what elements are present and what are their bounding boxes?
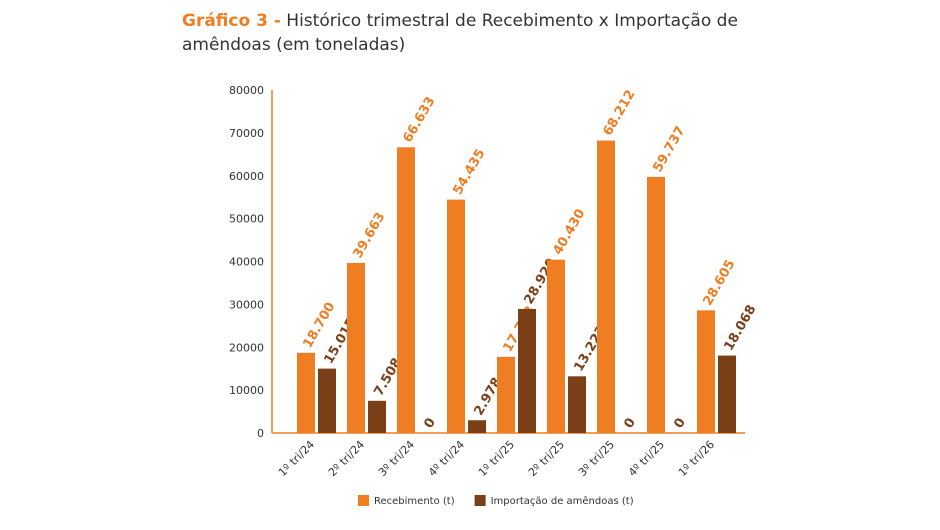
bar-importacao [568,376,586,433]
x-tick-label: 4º tri/24 [426,438,467,479]
data-label: 68.212 [600,88,638,139]
title-prefix: Gráfico 3 - [182,11,281,31]
y-tick-label: 50000 [229,213,264,226]
x-tick-label: 1º tri/25 [476,438,517,479]
data-label: 18.068 [721,303,759,354]
legend-label: Importação de amêndoas (t) [491,495,634,507]
bar-recebimento [497,356,515,433]
chart-title: Gráfico 3 - Histórico trimestral de Rece… [182,9,782,57]
data-label: 54.435 [450,147,488,198]
bar-importacao [368,400,386,433]
legend-swatch [358,495,369,506]
y-tick-label: 20000 [229,341,264,354]
title-text: Histórico trimestral de Recebimento x Im… [182,11,738,55]
y-tick-label: 30000 [229,298,264,311]
y-tick-label: 0 [257,427,264,440]
data-label: 0 [671,416,689,431]
data-label: 66.633 [400,94,438,145]
data-label: 40.430 [550,207,588,258]
data-label: 0 [421,416,439,431]
x-tick-label: 4º tri/25 [626,438,667,479]
bar-importacao [718,355,736,433]
bar-recebimento [597,140,615,433]
data-label: 39.663 [350,210,388,261]
data-label: 0 [621,416,639,431]
bar-importacao [518,309,536,433]
bar-recebimento [647,176,665,433]
y-tick-label: 80000 [229,84,264,97]
y-tick-label: 60000 [229,170,264,183]
x-tick-label: 2º tri/24 [326,438,367,479]
data-label: 59.737 [650,124,688,175]
x-tick-label: 3º tri/24 [376,438,417,479]
bar-recebimento [347,262,365,433]
legend-label: Recebimento (t) [374,496,455,507]
y-tick-label: 10000 [229,384,264,397]
y-tick-label: 40000 [229,256,264,269]
data-label: 28.605 [700,257,738,308]
bar-recebimento [397,147,415,433]
x-tick-label: 3º tri/25 [576,438,617,479]
bar-importacao [318,368,336,433]
x-tick-label: 1º tri/26 [676,438,717,479]
bar-importacao [468,420,486,433]
bar-recebimento [447,199,465,433]
legend-swatch [474,495,486,506]
bar-recebimento [697,310,715,433]
bar-recebimento [297,352,315,433]
y-tick-label: 70000 [229,127,264,140]
x-tick-label: 1º tri/24 [276,438,317,479]
x-tick-label: 2º tri/25 [526,438,567,479]
bar-recebimento [547,259,565,433]
